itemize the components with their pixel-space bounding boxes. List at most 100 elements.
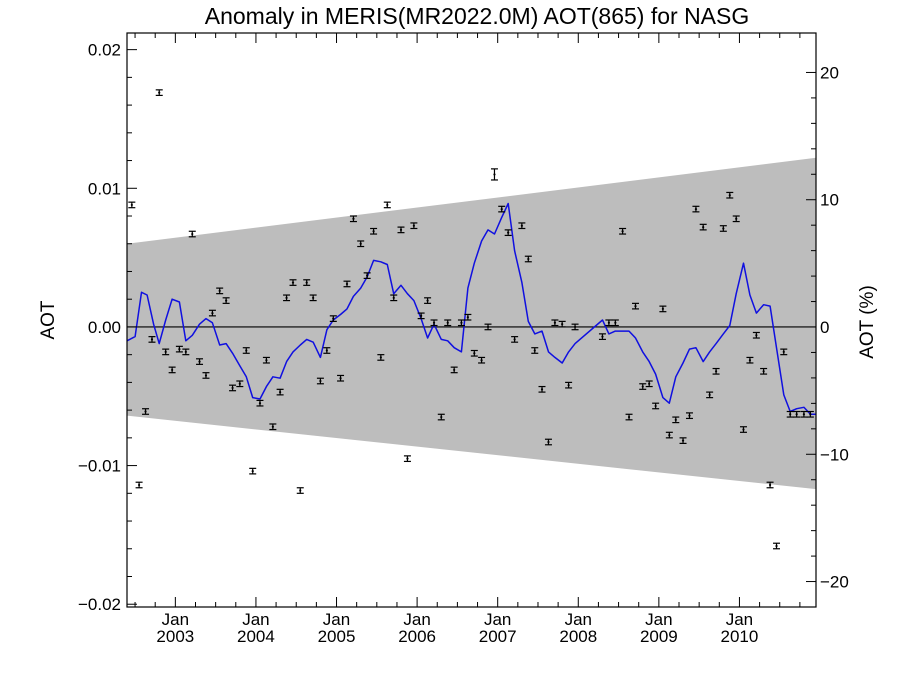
- data-point: [478, 356, 486, 364]
- data-point: [175, 345, 183, 353]
- data-point: [571, 323, 579, 331]
- x-tick-year-label: 2003: [156, 627, 194, 646]
- running-mean-line: [126, 202, 816, 416]
- uncertainty-band: [127, 157, 816, 490]
- data-point: [316, 377, 324, 385]
- x-tick-year-label: 2010: [721, 627, 759, 646]
- data-point: [168, 366, 176, 374]
- data-point: [357, 240, 365, 248]
- running-mean-group: [126, 202, 816, 416]
- data-point: [786, 410, 794, 418]
- data-point: [746, 356, 754, 364]
- x-tick-month-label: Jan: [565, 610, 592, 629]
- data-point: [766, 481, 774, 489]
- band-polygon: [127, 157, 816, 490]
- x-tick-month-label: Jan: [323, 610, 350, 629]
- data-point: [377, 354, 385, 361]
- y2-tick-label: 10: [820, 191, 839, 210]
- data-point: [283, 294, 291, 302]
- data-point: [511, 336, 519, 343]
- data-point: [343, 280, 351, 288]
- x-tick-year-label: 2006: [398, 627, 436, 646]
- data-points-group: [128, 89, 814, 550]
- data-point: [403, 455, 411, 463]
- data-point: [390, 294, 398, 302]
- data-point: [692, 205, 700, 213]
- data-point: [524, 255, 532, 263]
- data-point: [490, 168, 498, 181]
- data-point: [236, 380, 244, 388]
- x-tick-year-label: 2007: [479, 627, 517, 646]
- data-point: [289, 279, 297, 286]
- data-point: [598, 333, 606, 341]
- data-point: [457, 319, 465, 327]
- data-point: [538, 385, 546, 393]
- data-point: [773, 542, 781, 550]
- data-point: [685, 412, 693, 420]
- x-tick-month-label: Jan: [645, 610, 672, 629]
- y2-tick-label: −20: [820, 573, 849, 592]
- y-tick-label: −0.01: [78, 457, 121, 476]
- data-point: [269, 423, 277, 431]
- data-point: [337, 374, 345, 382]
- data-point: [349, 215, 357, 223]
- data-point: [611, 319, 619, 327]
- data-point: [249, 467, 257, 475]
- data-point: [558, 320, 566, 328]
- data-point: [162, 348, 170, 356]
- data-point: [142, 408, 150, 415]
- data-point: [760, 367, 768, 375]
- data-point: [679, 437, 687, 444]
- data-point: [645, 380, 653, 388]
- y2-tick-label: −10: [820, 445, 849, 464]
- chart-title: Anomaly in MERIS(MR2022.0M) AOT(865) for…: [205, 3, 750, 29]
- data-point: [188, 230, 196, 238]
- y2-axis-title: AOT (%): [857, 285, 878, 359]
- data-point: [329, 315, 337, 322]
- x-tick-year-label: 2005: [318, 627, 356, 646]
- data-point: [739, 426, 747, 433]
- y-tick-label: −0.02: [78, 595, 121, 614]
- data-point: [665, 431, 673, 439]
- data-point: [417, 312, 425, 320]
- data-point: [625, 413, 633, 421]
- data-point: [242, 347, 250, 354]
- data-point: [551, 319, 559, 327]
- data-point: [155, 89, 163, 96]
- data-point: [504, 229, 512, 237]
- data-point: [383, 201, 391, 209]
- data-point: [202, 372, 210, 379]
- data-point: [424, 297, 432, 304]
- data-point: [498, 205, 506, 213]
- data-point: [719, 225, 727, 232]
- x-tick-month-label: Jan: [242, 610, 269, 629]
- data-point: [806, 410, 814, 418]
- data-point: [518, 222, 526, 230]
- x-tick-year-label: 2008: [559, 627, 597, 646]
- data-point: [256, 399, 264, 407]
- data-point: [793, 410, 801, 418]
- data-point: [659, 305, 667, 313]
- data-point: [699, 223, 707, 231]
- data-point: [544, 438, 552, 446]
- data-point: [182, 348, 190, 356]
- data-point: [450, 366, 458, 374]
- x-tick-month-label: Jan: [162, 610, 189, 629]
- data-point: [726, 191, 734, 199]
- data-point: [128, 201, 136, 209]
- x-tick-year-label: 2009: [640, 627, 678, 646]
- data-point: [397, 226, 405, 234]
- data-point: [276, 388, 284, 396]
- data-point: [216, 287, 224, 295]
- data-point: [652, 402, 660, 410]
- data-point: [800, 410, 808, 418]
- data-point: [605, 319, 613, 327]
- data-point: [444, 319, 452, 327]
- data-point: [222, 297, 230, 304]
- data-point: [196, 358, 204, 365]
- y-tick-label: 0.02: [88, 41, 121, 60]
- data-point: [262, 356, 270, 364]
- data-point: [208, 309, 216, 317]
